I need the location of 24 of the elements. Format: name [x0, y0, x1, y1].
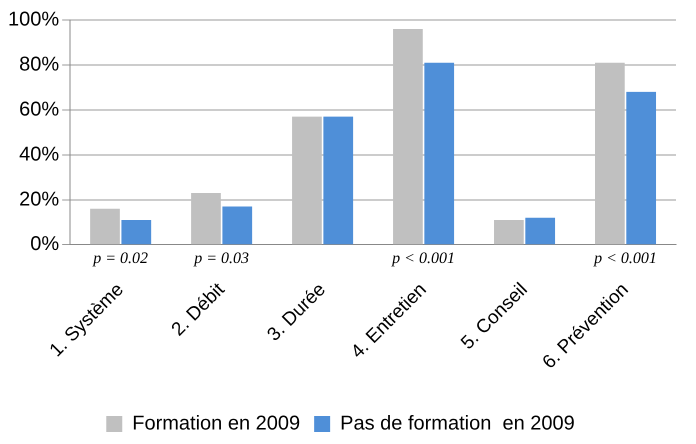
- y-tick-label: 0%: [30, 233, 60, 256]
- y-tick-label: 40%: [19, 143, 60, 166]
- y-tick-label: 80%: [19, 53, 60, 76]
- bar: [594, 62, 625, 244]
- text: p = 0.02: [92, 250, 148, 267]
- bar: [323, 116, 354, 244]
- bar: [424, 62, 454, 244]
- y-tick-label: 100%: [8, 8, 60, 31]
- y-tick-label: 20%: [19, 188, 60, 210]
- bar: [393, 28, 423, 244]
- bar: [222, 206, 252, 244]
- bar: [90, 208, 120, 244]
- y-tick-label: 60%: [19, 98, 60, 120]
- legend-label: Formation en 2009: [132, 412, 300, 435]
- bar: [525, 218, 556, 244]
- bar: [494, 220, 524, 244]
- bar: [121, 220, 152, 244]
- text: p < 0.001: [593, 250, 657, 267]
- text: p < 0.001: [391, 250, 455, 267]
- bar: [191, 193, 221, 244]
- legend-label: Pas de formation en 2009: [340, 412, 575, 435]
- bar: [626, 92, 656, 244]
- bar: [292, 116, 322, 244]
- text: p = 0.03: [193, 250, 250, 267]
